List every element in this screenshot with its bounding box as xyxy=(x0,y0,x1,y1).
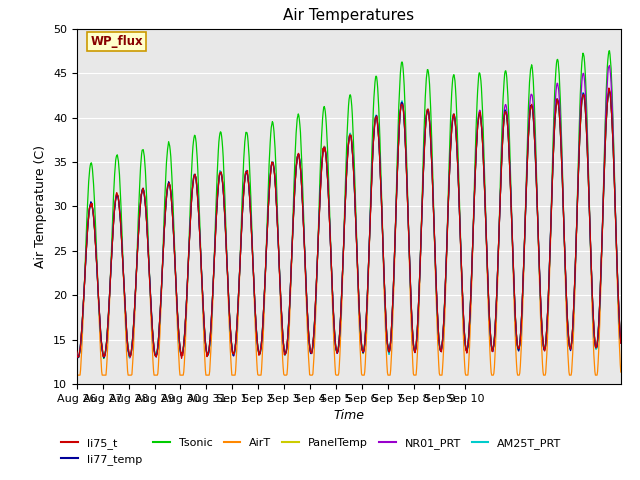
NR01_PRT xyxy=(118,238,125,244)
PanelTemp xyxy=(73,351,81,357)
li77_temp xyxy=(604,96,612,101)
AM25T_PRT xyxy=(604,95,612,100)
PanelTemp xyxy=(118,248,126,254)
NR01_PRT xyxy=(320,145,328,151)
Tsonic xyxy=(320,105,328,110)
li77_temp xyxy=(607,94,614,100)
li75_t xyxy=(607,94,614,99)
PanelTemp xyxy=(362,334,369,340)
AirT xyxy=(617,369,625,375)
PanelTemp xyxy=(604,95,612,100)
li75_t xyxy=(262,254,269,260)
NR01_PRT xyxy=(605,62,613,68)
AirT xyxy=(605,88,612,94)
Tsonic xyxy=(118,235,126,240)
NR01_PRT xyxy=(617,340,625,346)
li77_temp xyxy=(262,258,269,264)
AirT xyxy=(73,372,81,378)
Tsonic xyxy=(607,59,614,64)
X-axis label: Time: Time xyxy=(333,409,364,422)
NR01_PRT xyxy=(604,72,612,77)
Line: li77_temp: li77_temp xyxy=(77,91,621,358)
Title: Air Temperatures: Air Temperatures xyxy=(284,9,414,24)
Line: li75_t: li75_t xyxy=(77,88,621,358)
PanelTemp xyxy=(617,340,625,346)
Tsonic xyxy=(100,356,108,361)
Line: AM25T_PRT: AM25T_PRT xyxy=(77,91,621,358)
li77_temp xyxy=(118,247,126,252)
Line: NR01_PRT: NR01_PRT xyxy=(77,65,621,358)
Line: PanelTemp: PanelTemp xyxy=(77,90,621,358)
Tsonic xyxy=(617,339,625,345)
li77_temp xyxy=(74,355,82,360)
NR01_PRT xyxy=(262,257,269,263)
Line: AirT: AirT xyxy=(77,91,621,375)
AirT xyxy=(606,92,614,97)
Tsonic xyxy=(604,57,612,63)
AirT xyxy=(262,275,269,280)
li77_temp xyxy=(617,340,625,346)
Tsonic xyxy=(362,334,369,339)
AirT xyxy=(604,100,611,106)
AM25T_PRT xyxy=(73,350,81,356)
AirT xyxy=(118,237,125,242)
AM25T_PRT xyxy=(607,95,614,101)
AM25T_PRT xyxy=(262,259,269,265)
Text: WP_flux: WP_flux xyxy=(90,35,143,48)
AM25T_PRT xyxy=(362,332,369,338)
li77_temp xyxy=(73,350,81,356)
Legend: li75_t, li77_temp, Tsonic, AirT, PanelTemp, NR01_PRT, AM25T_PRT: li75_t, li77_temp, Tsonic, AirT, PanelTe… xyxy=(57,433,566,469)
li75_t xyxy=(617,340,625,346)
li75_t xyxy=(178,355,186,361)
Tsonic xyxy=(262,258,269,264)
li77_temp xyxy=(320,145,328,151)
AM25T_PRT xyxy=(320,146,328,152)
li77_temp xyxy=(362,334,369,339)
AirT xyxy=(361,369,369,375)
NR01_PRT xyxy=(362,334,369,339)
li75_t xyxy=(118,239,125,244)
NR01_PRT xyxy=(126,355,134,361)
AM25T_PRT xyxy=(605,88,612,94)
li75_t xyxy=(320,149,328,155)
li75_t xyxy=(605,85,612,91)
li75_t xyxy=(604,95,612,101)
NR01_PRT xyxy=(73,352,81,358)
AM25T_PRT xyxy=(617,339,625,345)
AM25T_PRT xyxy=(118,237,125,243)
PanelTemp xyxy=(605,87,612,93)
PanelTemp xyxy=(75,355,83,360)
AirT xyxy=(319,148,327,154)
PanelTemp xyxy=(607,96,614,101)
li77_temp xyxy=(605,88,612,94)
PanelTemp xyxy=(262,260,269,266)
Tsonic xyxy=(73,351,81,357)
PanelTemp xyxy=(320,145,328,151)
Y-axis label: Air Temperature (C): Air Temperature (C) xyxy=(35,145,47,268)
AM25T_PRT xyxy=(125,355,133,360)
Line: Tsonic: Tsonic xyxy=(77,51,621,359)
li75_t xyxy=(362,333,369,339)
li75_t xyxy=(73,348,81,354)
NR01_PRT xyxy=(607,72,614,78)
Tsonic xyxy=(605,48,613,54)
